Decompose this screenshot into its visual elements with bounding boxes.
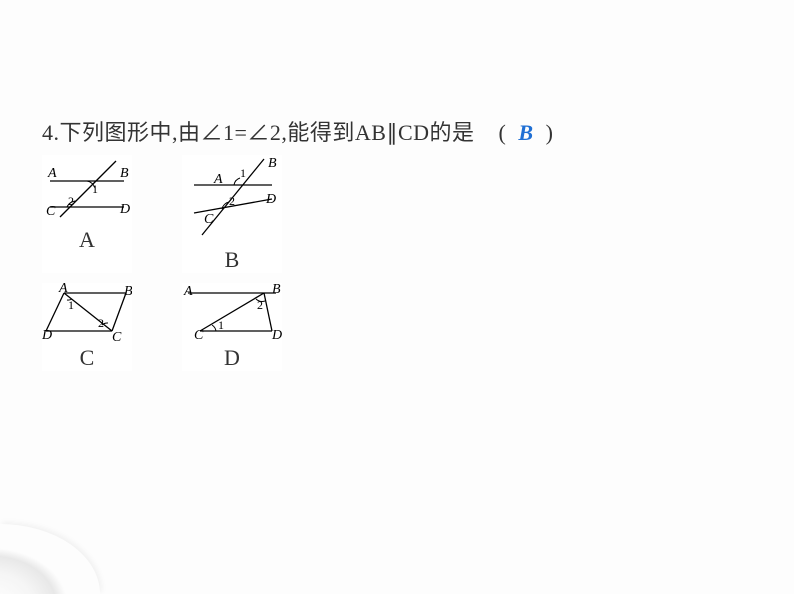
label-1: 1 <box>92 182 98 196</box>
option-B: A B C D 1 2 B <box>182 155 282 273</box>
page-curl-icon <box>0 524 100 594</box>
label-D: D <box>42 328 52 343</box>
figure-row-1: A B C D 1 2 A <box>42 155 282 273</box>
label-B: B <box>268 156 277 171</box>
option-B-label: B <box>182 245 282 273</box>
label-B: B <box>120 166 129 181</box>
paren-close: ) <box>546 120 554 145</box>
figure-grid: A B C D 1 2 A <box>42 155 282 371</box>
option-D-label: D <box>182 343 282 371</box>
label-C: C <box>204 212 214 227</box>
label-2: 2 <box>229 194 235 208</box>
question-number: 4. <box>42 120 60 145</box>
label-1: 1 <box>218 318 224 332</box>
label-D: D <box>119 202 130 217</box>
label-1: 1 <box>68 298 74 312</box>
label-A: A <box>183 284 193 299</box>
diagram-C-svg: A B C D 1 2 <box>42 283 132 343</box>
option-D: A B C D 1 2 D <box>182 283 282 371</box>
option-C-label: C <box>42 343 132 371</box>
diagram-A-svg: A B C D 1 2 <box>42 155 132 225</box>
label-1: 1 <box>240 166 246 180</box>
label-C: C <box>194 328 204 343</box>
label-A: A <box>47 166 57 181</box>
label-B: B <box>272 283 281 297</box>
label-B: B <box>124 284 132 299</box>
label-2: 2 <box>257 298 263 312</box>
option-C: A B C D 1 2 C <box>42 283 132 371</box>
diagram-B-svg: A B C D 1 2 <box>182 155 282 245</box>
question-text: 下列图形中,由∠1=∠2,能得到AB∥CD的是 <box>60 120 475 145</box>
answer-letter: B <box>518 120 533 145</box>
figure-row-2: A B C D 1 2 C <box>42 283 282 371</box>
option-A-label: A <box>42 225 132 253</box>
label-C: C <box>46 204 56 219</box>
label-C: C <box>112 330 122 343</box>
label-2: 2 <box>68 194 74 208</box>
option-A: A B C D 1 2 A <box>42 155 132 273</box>
label-2: 2 <box>98 316 104 330</box>
label-D: D <box>265 192 276 207</box>
question-line: 4.下列图形中,由∠1=∠2,能得到AB∥CD的是 ( B ) <box>42 115 553 147</box>
paren-open: ( <box>499 120 507 145</box>
label-A: A <box>58 283 68 296</box>
label-D: D <box>271 328 282 343</box>
diagram-D-svg: A B C D 1 2 <box>182 283 282 343</box>
label-A: A <box>213 172 223 187</box>
